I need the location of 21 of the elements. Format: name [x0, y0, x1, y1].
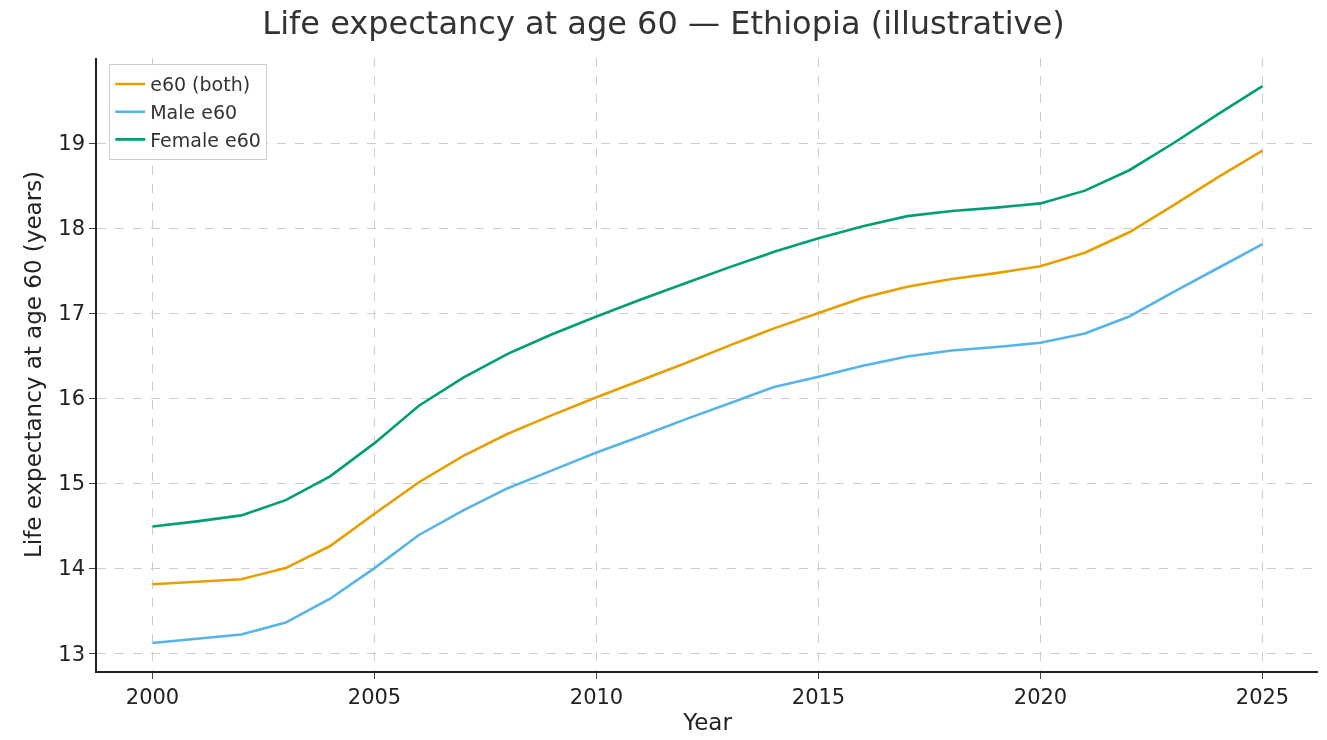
chart-title: Life expectancy at age 60 — Ethiopia (illustrative)	[262, 3, 1065, 42]
legend-label: Female e60	[150, 128, 261, 151]
x-axis-title: Year	[682, 709, 733, 736]
y-tick-label: 18	[58, 216, 86, 241]
x-tick-label: 2020	[1013, 684, 1068, 709]
x-tick-label: 2015	[791, 684, 846, 709]
y-tick-label: 16	[58, 386, 86, 411]
y-axis-title: Life expectancy at age 60 (years)	[20, 170, 47, 559]
x-tick-label: 2000	[125, 684, 180, 709]
x-tick-label: 2025	[1235, 684, 1290, 709]
line-series	[151, 242, 1264, 645]
legend-label: e60 (both)	[150, 73, 251, 96]
legend-label: Male e60	[150, 101, 238, 124]
line-series	[151, 149, 1264, 586]
x-tick-label: 2005	[347, 684, 402, 709]
y-tick-label: 17	[58, 301, 86, 326]
y-tick-label: 14	[58, 556, 86, 581]
x-tick-label: 2010	[569, 684, 624, 709]
y-tick-label: 19	[58, 131, 86, 156]
y-tick-label: 15	[58, 471, 86, 496]
y-tick-label: 13	[58, 641, 86, 666]
